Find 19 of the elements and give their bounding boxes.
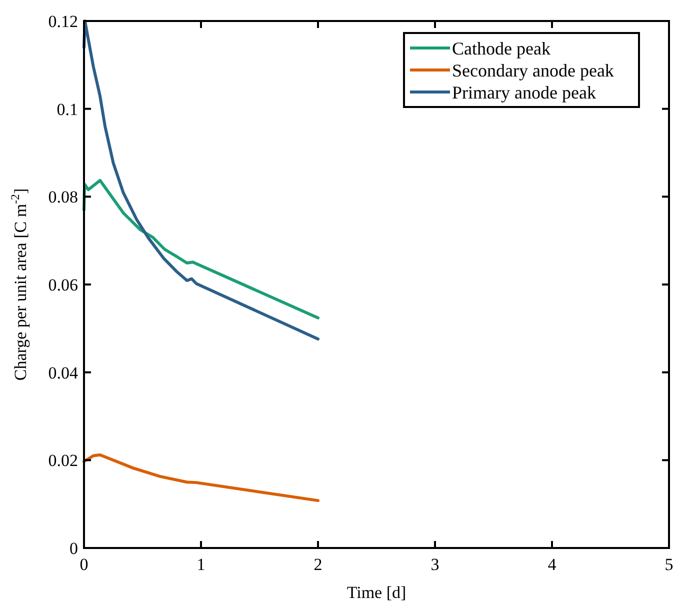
y-tick-label: 0.04 <box>48 363 78 382</box>
x-tick-label: 3 <box>430 555 440 574</box>
y-tick-label: 0.12 <box>48 12 78 31</box>
y-tick-label: 0.08 <box>48 188 78 207</box>
legend-label: Cathode peak <box>452 38 550 58</box>
y-tick-label: 0.06 <box>48 275 78 294</box>
line-series <box>82 20 320 340</box>
line-series <box>82 178 320 320</box>
x-tick-label: 5 <box>664 555 674 574</box>
y-tick-label: 0.02 <box>48 451 78 470</box>
x-axis-title: Time [d] <box>346 583 406 602</box>
y-tick-label: 0.1 <box>56 100 78 119</box>
line-series <box>82 453 320 502</box>
x-tick-label: 2 <box>314 555 322 574</box>
legend-label: Secondary anode peak <box>452 60 614 80</box>
x-tick-label: 1 <box>196 555 206 574</box>
y-tick-label: 0 <box>70 538 78 558</box>
x-tick-label: 4 <box>548 555 557 574</box>
legend-label: Primary anode peak <box>452 82 596 102</box>
